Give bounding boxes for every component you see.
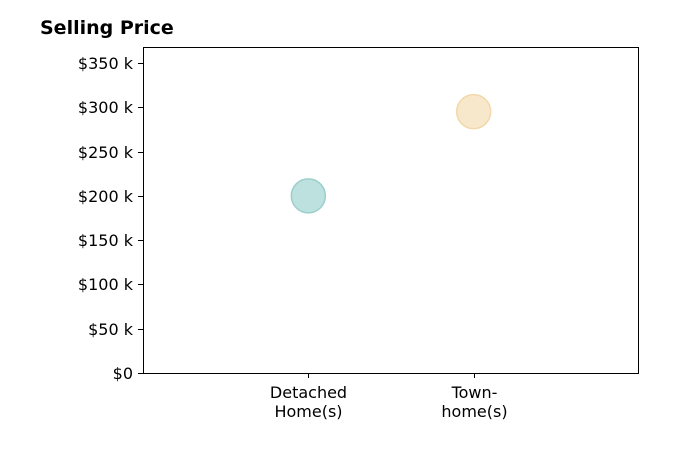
y-tick-label: $200 k [78,187,134,206]
y-tick-label: $150 k [78,231,134,250]
data-points [290,93,492,214]
y-tick-label: $50 k [88,320,134,339]
chart-title: Selling Price [40,17,174,39]
x-tick-label: Town-home(s) [441,383,507,421]
plot-frame [143,47,639,374]
data-point [455,93,492,130]
y-tick-label: $100 k [78,275,134,294]
y-axis: $0 $50 k $100 k $150 k $200 k $250 k $300 k $35… [78,54,143,383]
y-tick-label: $300 k [78,98,134,117]
y-tick-label: $350 k [78,54,134,73]
data-point [290,178,327,214]
x-tick-label: Detached Home(s) [270,383,347,421]
y-tick-label: $0 [113,364,133,383]
x-axis: Detached Home(s) Town-home(s) [270,373,508,421]
y-tick-label: $250 k [78,143,134,162]
